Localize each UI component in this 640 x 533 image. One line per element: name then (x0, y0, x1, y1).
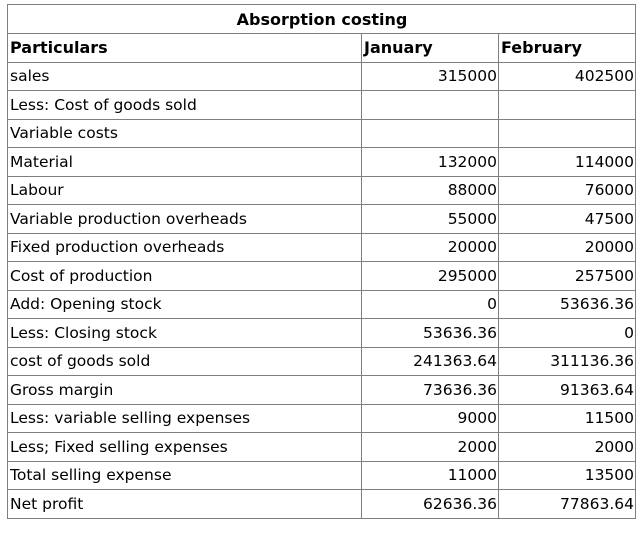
table-row: Less: Closing stock 53636.36 0 (7, 318, 637, 348)
january-value: 9000 (361, 403, 499, 433)
february-value: 91363.64 (497, 375, 637, 405)
row-label: sales (7, 61, 362, 91)
row-label: cost of goods sold (7, 346, 362, 376)
header-february: February (497, 33, 637, 63)
january-value: 73636.36 (361, 375, 499, 405)
table-row: Labour 88000 76000 (7, 175, 637, 205)
table-row: Total selling expense 11000 13500 (7, 460, 637, 490)
row-label: Less: Closing stock (7, 318, 362, 348)
title-row: Absorption costing (6, 4, 637, 34)
january-value: 88000 (361, 175, 499, 205)
row-label: Gross margin (7, 375, 362, 405)
february-value: 47500 (497, 204, 637, 234)
january-value: 241363.64 (361, 346, 499, 376)
january-value: 2000 (361, 432, 499, 462)
february-value: 257500 (497, 261, 637, 291)
february-value: 11500 (497, 403, 637, 433)
january-value: 295000 (361, 261, 499, 291)
january-value: 20000 (361, 232, 499, 262)
january-value (361, 118, 499, 148)
february-value: 311136.36 (497, 346, 637, 376)
row-label: Cost of production (7, 261, 362, 291)
table-row: Variable costs (7, 118, 637, 148)
table-row: Cost of production 295000 257500 (7, 261, 637, 291)
january-value: 53636.36 (361, 318, 499, 348)
table-row: cost of goods sold 241363.64 311136.36 (7, 346, 637, 376)
table-title: Absorption costing (6, 4, 637, 34)
row-label: Total selling expense (7, 460, 362, 490)
february-value: 77863.64 (497, 489, 637, 519)
row-label: Variable production overheads (7, 204, 362, 234)
february-value (497, 118, 637, 148)
february-value: 20000 (497, 232, 637, 262)
row-label: Add: Opening stock (7, 289, 362, 319)
table-row: Less: variable selling expenses 9000 11500 (7, 403, 637, 433)
february-value: 2000 (497, 432, 637, 462)
february-value: 402500 (497, 61, 637, 91)
row-label: Less; Fixed selling expenses (7, 432, 362, 462)
row-label: Fixed production overheads (7, 232, 362, 262)
january-value: 132000 (361, 147, 499, 177)
table-body: Absorption costing Particulars January F… (6, 4, 637, 519)
header-january: January (361, 33, 499, 63)
row-label: Less: Cost of goods sold (7, 90, 362, 120)
february-value: 114000 (497, 147, 637, 177)
header-row: Particulars January February (7, 33, 637, 63)
january-value: 315000 (361, 61, 499, 91)
table-row: Gross margin 73636.36 91363.64 (7, 375, 637, 405)
february-value: 53636.36 (497, 289, 637, 319)
january-value: 0 (361, 289, 499, 319)
january-value: 62636.36 (361, 489, 499, 519)
table-row: Less: Cost of goods sold (7, 90, 637, 120)
table-row: Add: Opening stock 0 53636.36 (7, 289, 637, 319)
january-value: 11000 (361, 460, 499, 490)
february-value: 13500 (497, 460, 637, 490)
table-row: Net profit 62636.36 77863.64 (7, 489, 637, 519)
table-row: Fixed production overheads 20000 20000 (7, 232, 637, 262)
table-row: sales 315000 402500 (7, 61, 637, 91)
table-row: Material 132000 114000 (7, 147, 637, 177)
january-value (361, 90, 499, 120)
row-label: Labour (7, 175, 362, 205)
row-label: Material (7, 147, 362, 177)
february-value: 76000 (497, 175, 637, 205)
row-label: Less: variable selling expenses (7, 403, 362, 433)
absorption-costing-table: Absorption costing Particulars January F… (6, 4, 637, 519)
row-label: Net profit (7, 489, 362, 519)
row-label: Variable costs (7, 118, 362, 148)
february-value: 0 (497, 318, 637, 348)
table-row: Variable production overheads 55000 47500 (7, 204, 637, 234)
january-value: 55000 (361, 204, 499, 234)
february-value (497, 90, 637, 120)
table-row: Less; Fixed selling expenses 2000 2000 (7, 432, 637, 462)
header-particulars: Particulars (7, 33, 362, 63)
